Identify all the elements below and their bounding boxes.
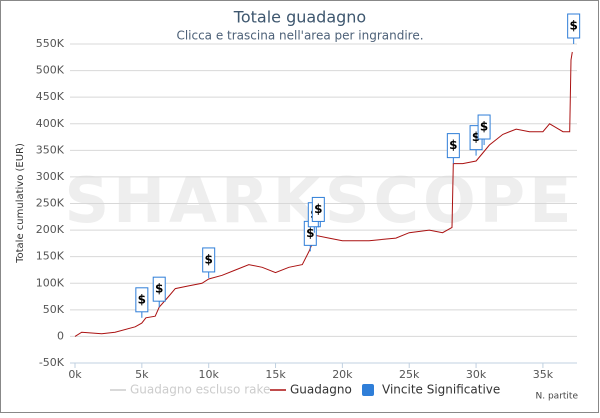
flag-label: $ (472, 130, 480, 144)
y-tick-label: -50K (39, 356, 65, 369)
win-flag: $ (446, 133, 460, 164)
x-tick-label: 0k (68, 368, 82, 381)
x-axis-label: N. partite (536, 392, 579, 402)
y-axis-label: Totale cumulativo (EUR) (15, 143, 26, 264)
y-tick-label: 250K (36, 197, 65, 210)
x-tick-label: 5k (135, 368, 149, 381)
flag-label: $ (569, 19, 577, 33)
flag-label: $ (449, 138, 457, 152)
x-tick-label: 15k (265, 368, 286, 381)
y-tick-label: 500K (36, 64, 65, 77)
chart-title: Totale guadagno (233, 8, 366, 27)
flag (477, 114, 491, 140)
win-flag: $ (202, 247, 216, 278)
legend-label: Vincite Significative (382, 383, 500, 397)
flag (567, 13, 581, 39)
x-tick-label: 10k (199, 368, 220, 381)
win-flag: $ (311, 196, 325, 228)
x-tick-label: 30k (466, 368, 487, 381)
flag-label: $ (155, 282, 163, 296)
x-tick-label: 25k (399, 368, 420, 381)
y-tick-label: 300K (36, 170, 65, 183)
y-tick-label: 400K (36, 117, 65, 130)
win-flag: $ (135, 287, 149, 318)
win-flag: $ (567, 13, 581, 44)
y-tick-label: 50K (43, 303, 65, 316)
win-flag: $ (477, 114, 491, 146)
y-tick-label: 100K (36, 276, 65, 289)
y-tick-label: 150K (36, 250, 65, 263)
chart-subtitle: Clicca e trascina nell'area per ingrandi… (176, 29, 423, 43)
y-tick-label: 200K (36, 223, 65, 236)
win-flag: $ (152, 276, 166, 308)
flag (135, 287, 149, 313)
y-tick-label: 450K (36, 90, 65, 103)
legend-label: Guadagno escluso rake (130, 383, 270, 397)
flag-label: $ (138, 292, 146, 306)
flag-label: $ (314, 202, 322, 216)
flag-label: $ (480, 120, 488, 134)
flag (202, 247, 216, 273)
legend-label: Guadagno (290, 383, 352, 397)
flag (152, 276, 166, 302)
x-tick-label: 35k (533, 368, 554, 381)
flag-label: $ (306, 226, 314, 240)
legend-swatch (362, 384, 374, 396)
y-tick-label: 0 (57, 329, 64, 342)
flag-label: $ (205, 252, 213, 266)
flag (311, 196, 325, 222)
flag (446, 133, 460, 159)
x-tick-label: 20k (332, 368, 353, 381)
y-tick-label: 350K (36, 143, 65, 156)
y-tick-label: 550K (36, 37, 65, 50)
